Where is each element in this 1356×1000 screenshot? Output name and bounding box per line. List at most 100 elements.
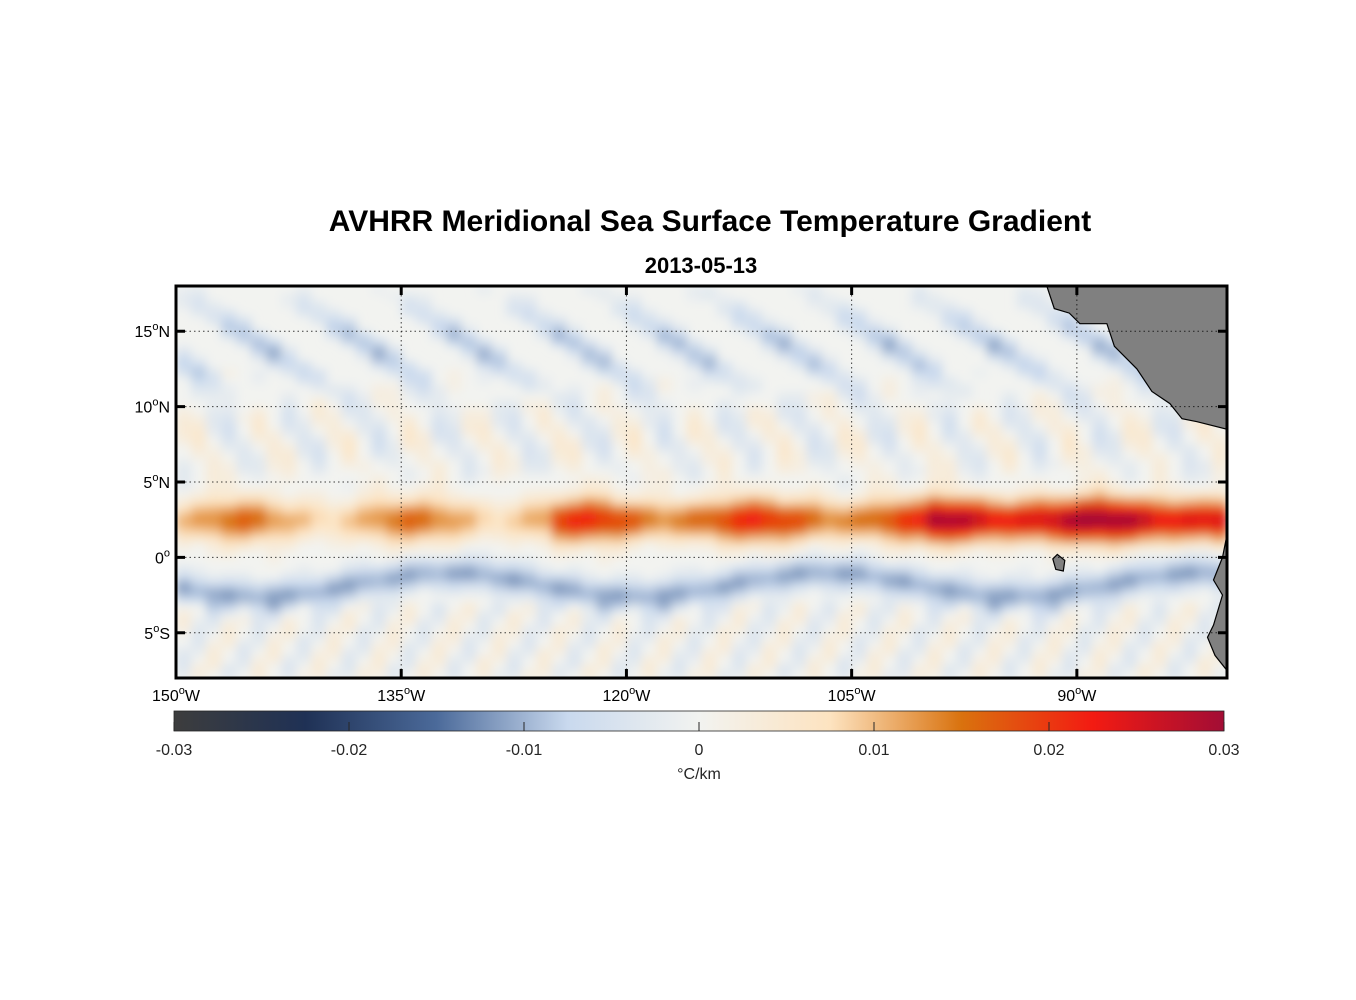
heatmap-cell [416,316,432,325]
heatmap-cell [821,557,838,566]
heatmap-cell [941,572,958,581]
heatmap-cell [1076,489,1093,498]
heatmap-cell [251,406,267,415]
heatmap-cell [626,429,642,438]
heatmap-cell [761,414,778,423]
heatmap-cell [1031,527,1048,536]
heatmap-cell [176,572,192,581]
heatmap-cell [461,414,477,423]
heatmap-cell [221,602,237,611]
heatmap-cell [821,459,838,468]
heatmap-cell [971,451,988,460]
heatmap-cell [926,451,943,460]
heatmap-cell [731,572,748,581]
heatmap-cell [686,564,703,573]
heatmap-cell [896,647,913,656]
heatmap-cell [686,527,703,536]
heatmap-cell [551,497,567,506]
heatmap-cell [806,436,823,445]
heatmap-cell [596,580,612,589]
heatmap-cell [1046,504,1063,513]
heatmap-cell [956,497,973,506]
heatmap-cell [566,549,582,558]
heatmap-cell [266,534,282,543]
heatmap-cell [776,451,793,460]
heatmap-cell [206,610,222,619]
heatmap-cell [1151,406,1168,415]
heatmap-cell [851,391,868,400]
heatmap-cell [311,602,327,611]
heatmap-cell [221,474,237,483]
heatmap-cell [941,376,958,385]
heatmap-cell [461,504,477,513]
heatmap-cell [266,482,282,491]
heatmap-cell [716,519,733,528]
heatmap-cell [341,542,357,551]
heatmap-cell [821,406,838,415]
heatmap-cell [761,429,778,438]
heatmap-cell [791,444,808,453]
heatmap-cell [731,602,748,611]
heatmap-cell [371,286,387,295]
heatmap-cell [371,391,387,400]
heatmap-cell [1046,602,1063,611]
heatmap-cell [1076,331,1093,340]
heatmap-cell [911,519,928,528]
heatmap-cell [941,406,958,415]
heatmap-cell [956,384,973,393]
heatmap-cell [716,414,733,423]
heatmap-cell [476,512,492,521]
heatmap-cell [1091,489,1108,498]
heatmap-cell [791,587,808,596]
heatmap-cell [176,293,192,302]
heatmap-cell [296,489,312,498]
heatmap-cell [1016,512,1033,521]
heatmap-cell [806,482,823,491]
heatmap-cell [311,421,327,430]
heatmap-cell [596,595,612,604]
heatmap-cell [911,406,928,415]
heatmap-cell [491,399,507,408]
heatmap-cell [896,504,913,513]
heatmap-cell [596,489,612,498]
heatmap-cell [866,557,883,566]
heatmap-cell [1151,527,1168,536]
heatmap-cell [371,512,387,521]
heatmap-cell [1106,647,1123,656]
heatmap-cell [776,512,793,521]
heatmap-cell [521,595,537,604]
land-south-america [1206,534,1227,672]
heatmap-cell [1136,564,1153,573]
heatmap-cell [491,421,507,430]
heatmap-cell [1212,451,1227,460]
heatmap-cell [416,662,432,671]
heatmap-cell [971,406,988,415]
heatmap-cell [1076,534,1093,543]
heatmap-cell [686,436,703,445]
heatmap-cell [221,316,237,325]
heatmap-cell [221,391,237,400]
heatmap-cell [761,617,778,626]
heatmap-cell [281,542,297,551]
heatmap-cell [1197,549,1213,558]
heatmap-cell [206,504,222,513]
heatmap-cell [1121,534,1138,543]
heatmap-cell [326,527,342,536]
heatmap-cell [1061,647,1078,656]
heatmap-cell [1001,640,1018,649]
heatmap-cell [1121,421,1138,430]
heatmap-cell [536,602,552,611]
heatmap-cell [191,504,207,513]
heatmap-cell [1136,384,1153,393]
heatmap-cell [776,466,793,475]
heatmap-cell [1091,610,1108,619]
heatmap-cell [881,527,898,536]
heatmap-cell [1106,451,1123,460]
heatmap-cell [656,406,673,415]
heatmap-cell [221,308,237,317]
heatmap-cell [836,474,853,483]
heatmap-cell [881,534,898,543]
heatmap-cell [896,459,913,468]
heatmap-cell [656,647,673,656]
heatmap-cell [1001,444,1018,453]
